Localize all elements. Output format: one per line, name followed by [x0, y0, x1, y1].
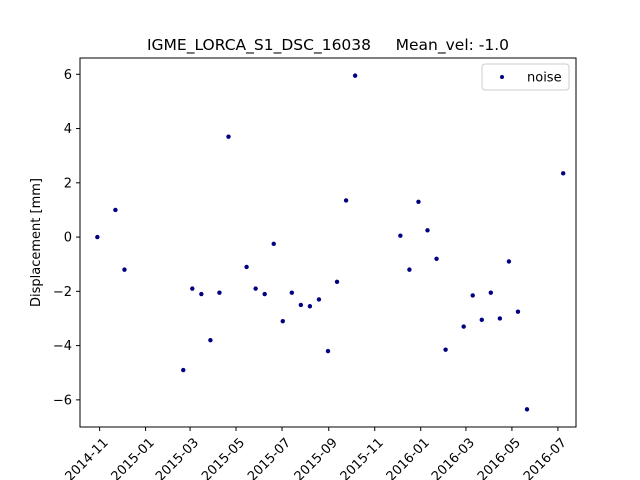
data-point	[425, 228, 430, 233]
data-point	[226, 134, 231, 139]
data-point	[95, 234, 100, 240]
y-tick-label: 6	[64, 68, 72, 83]
legend-box	[481, 63, 570, 91]
data-point	[325, 348, 331, 354]
axes-frame	[79, 57, 577, 428]
data-point	[181, 367, 186, 373]
data-point	[253, 286, 258, 291]
legend: noise	[481, 63, 570, 91]
data-point	[316, 297, 322, 302]
data-point	[190, 286, 195, 291]
legend-label-noise: noise	[527, 71, 562, 86]
data-point	[488, 290, 494, 295]
data-point	[122, 267, 127, 272]
data-point	[199, 291, 204, 297]
chart-title: IGME_LORCA_S1_DSC_16038 Mean_vel: -1.0	[147, 36, 509, 55]
y-tick-label: 4	[64, 122, 72, 137]
data-point	[289, 290, 295, 295]
data-point	[515, 309, 521, 314]
y-tick-label: 2	[64, 176, 72, 191]
data-point	[461, 324, 466, 329]
data-point	[560, 171, 566, 176]
data-point	[416, 199, 421, 205]
data-point	[244, 264, 249, 270]
data-point	[398, 233, 403, 238]
y-axis-label: Displacement [mm]	[29, 178, 44, 307]
data-point	[307, 304, 313, 309]
data-point	[497, 316, 503, 321]
y-tick-label: 0	[64, 231, 72, 246]
y-tick-label: −2	[53, 285, 72, 300]
data-point	[506, 259, 512, 264]
data-point	[217, 290, 222, 295]
data-point	[271, 241, 276, 247]
plot-area	[79, 57, 577, 428]
data-points	[95, 73, 566, 412]
data-point	[470, 293, 475, 298]
data-point	[524, 407, 530, 412]
data-point	[262, 291, 267, 297]
y-axis: −6 −4 −2 0 2 4 6	[53, 68, 80, 408]
data-point	[352, 73, 358, 78]
data-point	[208, 337, 213, 343]
data-point	[343, 198, 349, 203]
data-point	[113, 207, 118, 213]
data-point	[479, 317, 484, 323]
data-point	[280, 318, 285, 324]
data-point	[334, 279, 340, 285]
data-point	[407, 267, 412, 272]
legend-marker	[500, 75, 504, 79]
y-tick-label: −4	[53, 339, 72, 354]
data-point	[298, 302, 304, 308]
data-point	[443, 347, 448, 352]
data-point	[434, 256, 439, 261]
y-tick-label: −6	[53, 393, 72, 408]
